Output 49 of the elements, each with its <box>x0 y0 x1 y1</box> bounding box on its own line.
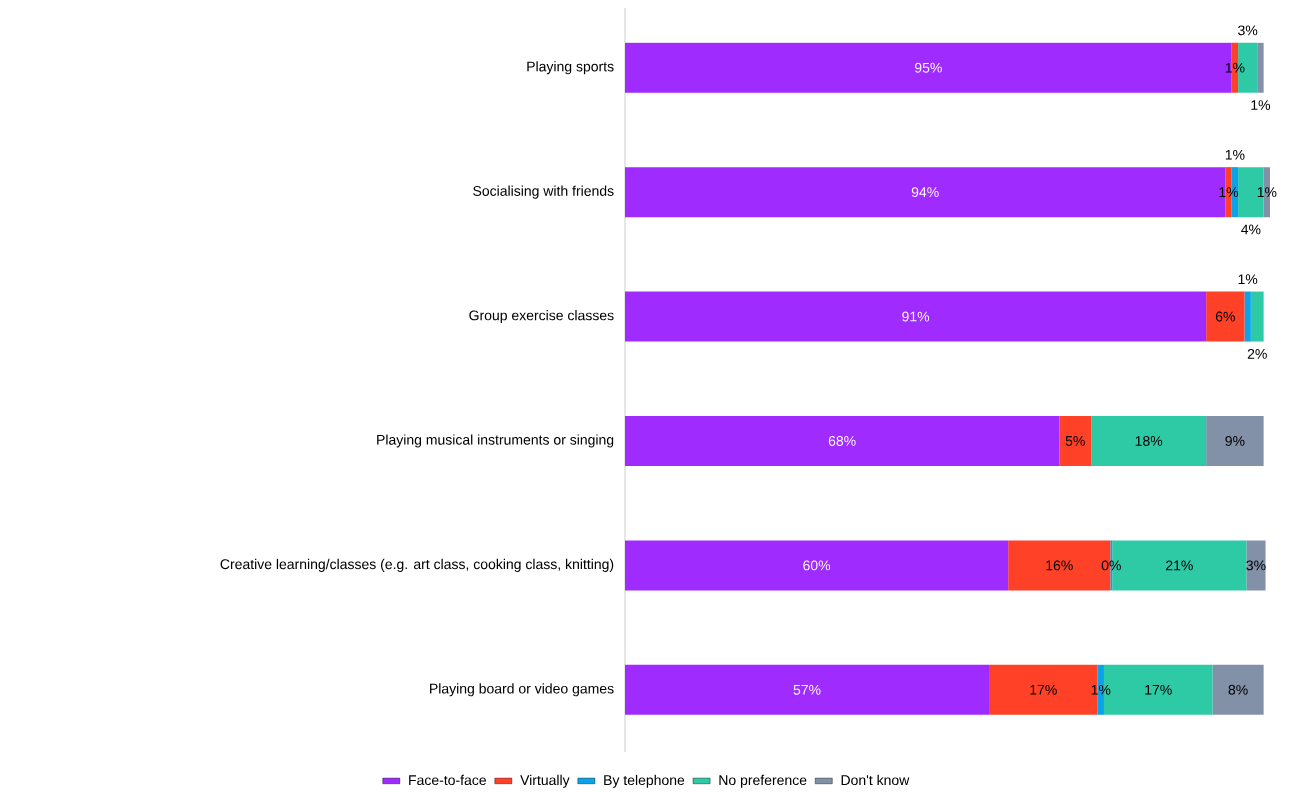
bar <box>1257 42 1264 93</box>
legend-label: Don't know <box>841 774 910 786</box>
y-tick-label: Group exercise classes <box>469 310 614 324</box>
data-label: 57% <box>793 684 821 695</box>
data-label: 21% <box>1166 560 1193 571</box>
bar <box>625 664 990 715</box>
y-tick-label: Creative learning/classes (e.g. art class, cooking class, knitting) <box>220 558 614 572</box>
bar <box>625 415 1060 466</box>
data-label: 91% <box>902 311 930 322</box>
bar <box>1206 415 1264 466</box>
y-tick-label: Socialising with friends <box>473 185 614 199</box>
legend-label: Face-to-face <box>409 774 486 786</box>
data-label: 60% <box>803 560 831 571</box>
data-label: 1% <box>1225 62 1245 73</box>
y-tick-label: Playing board or video games <box>430 683 614 697</box>
legend-label: No preference <box>719 774 807 788</box>
y-tick-label: Playing musical instruments or singing <box>377 434 614 448</box>
y-tick-label: Playing sports <box>527 61 614 75</box>
data-label: 5% <box>1065 436 1085 446</box>
data-label: 1% <box>1225 149 1245 160</box>
bar <box>1212 664 1264 715</box>
data-label: 1% <box>1219 187 1239 198</box>
bar <box>1091 415 1207 466</box>
data-label: 1% <box>1238 274 1258 285</box>
legend-label: Virtually <box>520 774 570 788</box>
data-label: 1% <box>1251 100 1271 110</box>
data-label: 95% <box>915 62 942 73</box>
data-label: 68% <box>828 435 856 446</box>
data-label: 6% <box>1215 311 1235 322</box>
bar <box>1206 291 1245 342</box>
data-label: 9% <box>1225 435 1245 446</box>
bar <box>1059 415 1092 466</box>
data-label: 8% <box>1228 684 1248 695</box>
data-label: 94% <box>911 187 939 198</box>
bar <box>625 540 1009 591</box>
data-label: 0% <box>1101 560 1121 571</box>
bar <box>1246 540 1266 591</box>
data-label: 16% <box>1046 560 1073 571</box>
data-label: 2% <box>1247 348 1267 359</box>
bar <box>1250 291 1264 342</box>
data-label: 17% <box>1145 684 1172 695</box>
data-label: 4% <box>1241 224 1261 235</box>
data-label: 18% <box>1135 435 1163 446</box>
data-label: 3% <box>1238 25 1258 36</box>
data-label: 3% <box>1246 560 1266 571</box>
data-label: 17% <box>1030 684 1057 695</box>
bar <box>1244 291 1251 342</box>
legend-label: By telephone <box>604 774 685 788</box>
bar <box>625 291 1207 342</box>
